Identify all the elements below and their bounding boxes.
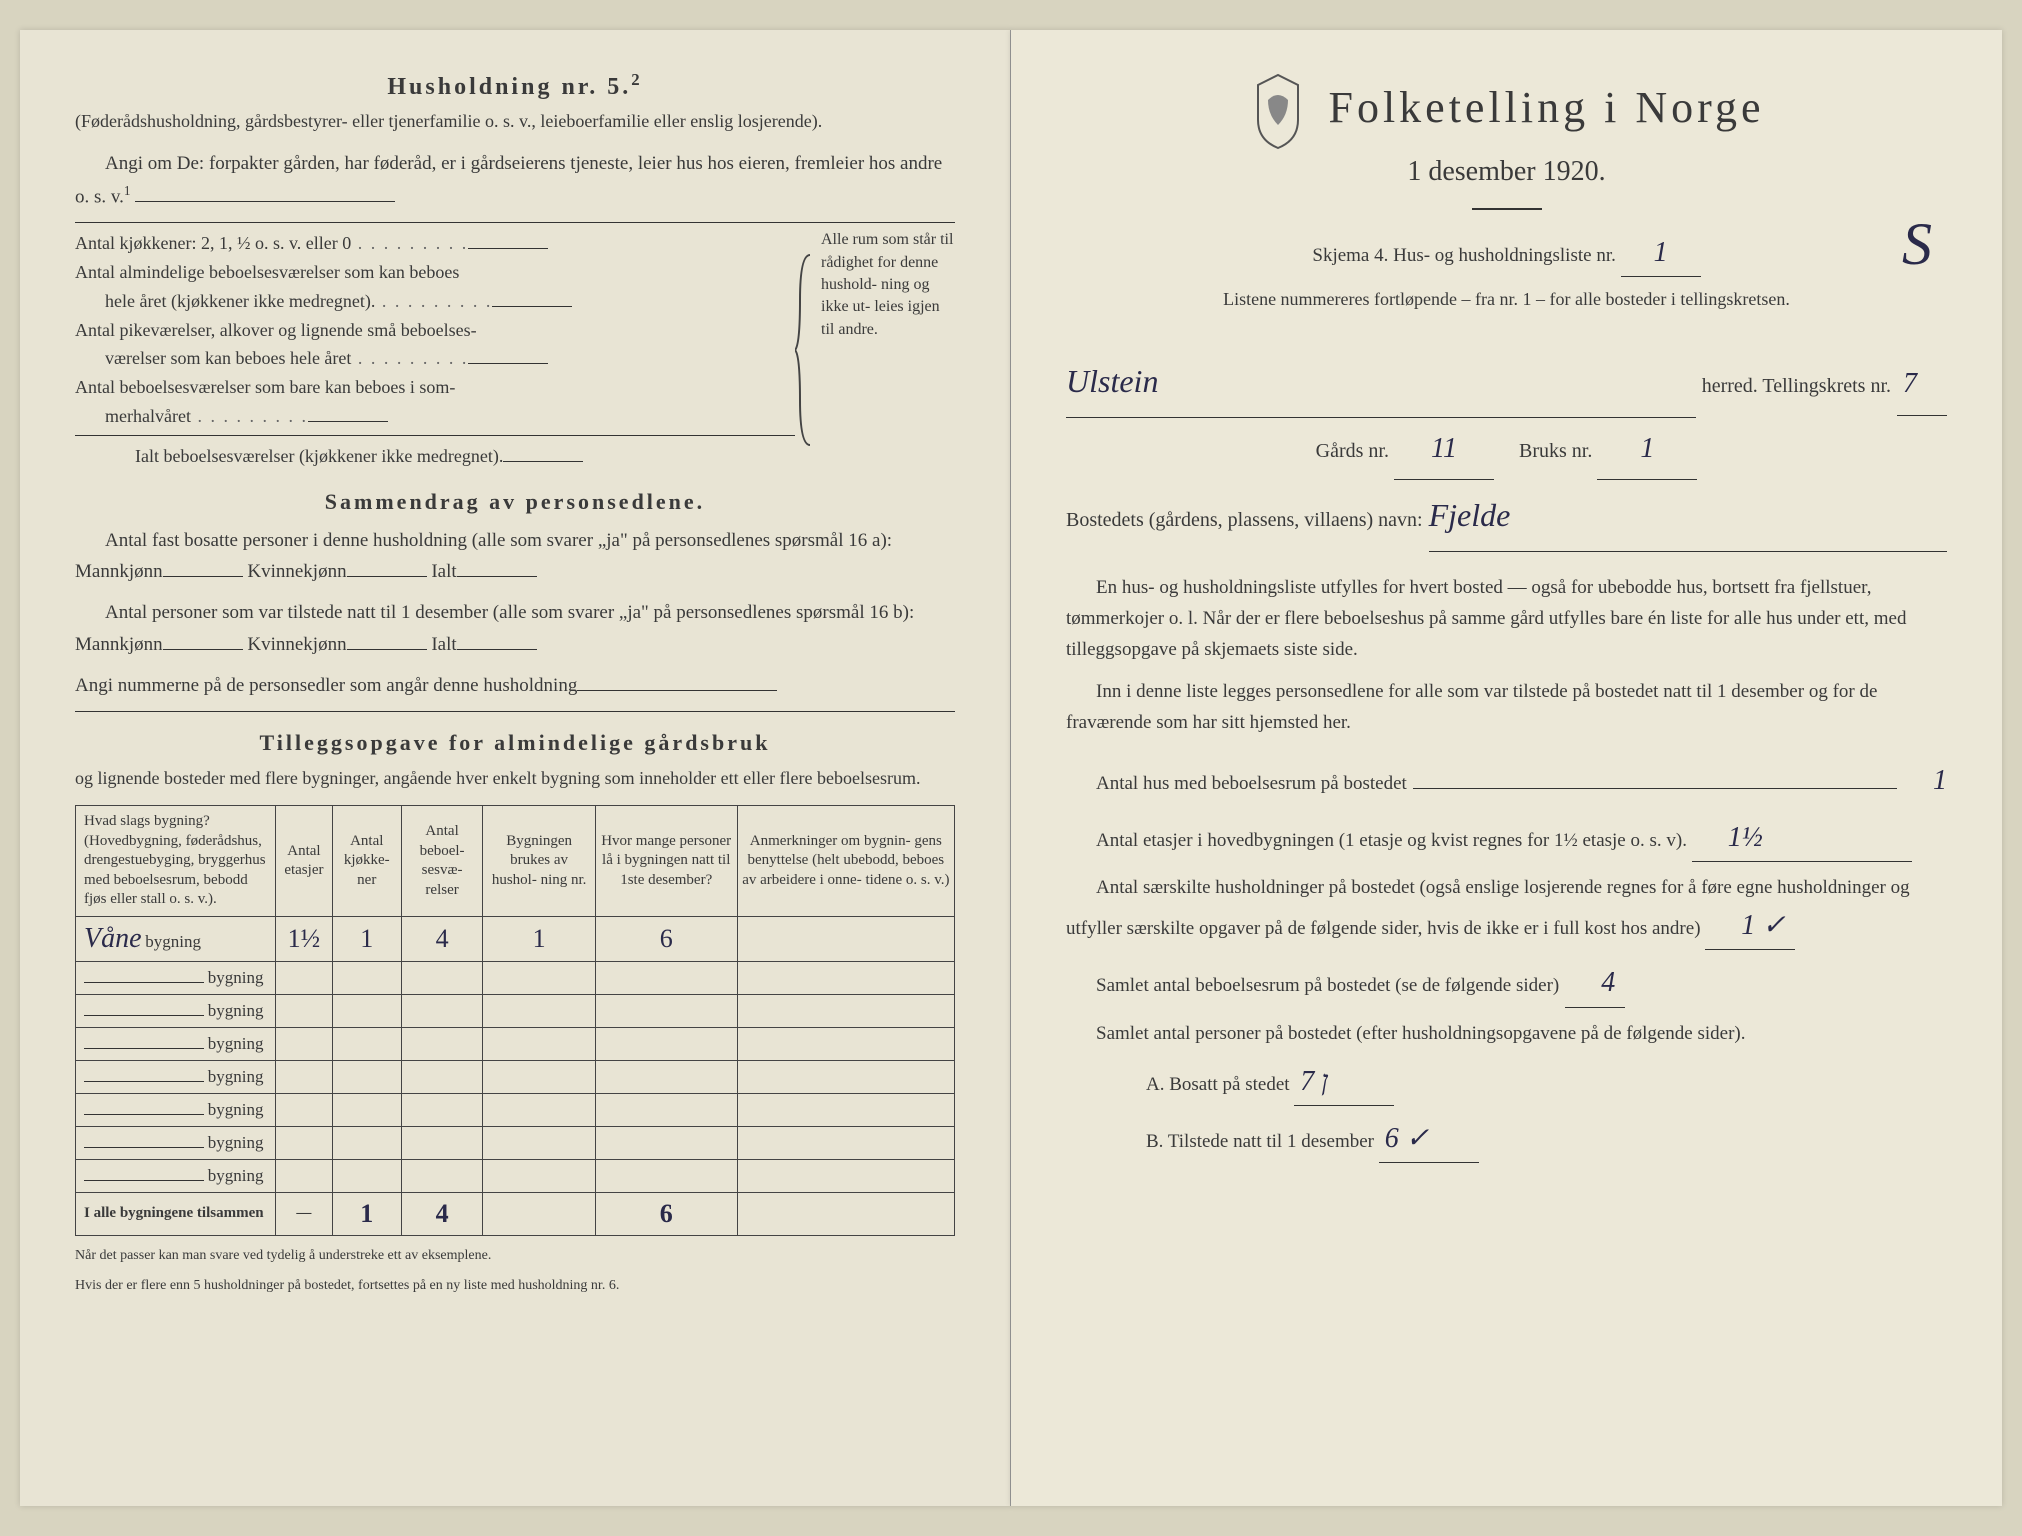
room-line: Antal kjøkkener: 2, 1, ½ o. s. v. eller … (75, 229, 795, 258)
table-row: bygning (76, 1159, 955, 1192)
table-total-row: I alle bygningene tilsammen — 1 4 6 (76, 1192, 955, 1235)
room-line: merhalvåret (75, 402, 795, 431)
table-header: Bygningen brukes av hushol- ning nr. (483, 806, 595, 917)
room-line: værelser som kan beboes hele året (75, 344, 795, 373)
skjema-line: Skjema 4. Hus- og husholdningsliste nr. … (1066, 230, 1947, 277)
qB: B. Tilstede natt til 1 desember 6 ✓ (1066, 1116, 1947, 1163)
listene-note: Listene nummereres fortløpende – fra nr.… (1066, 287, 1947, 312)
main-title: Folketelling i Norge (1328, 82, 1764, 133)
q3: Antal særskilte husholdninger på bostede… (1066, 872, 1947, 951)
q5: Samlet antal personer på bostedet (efter… (1066, 1018, 1947, 1049)
room-line: hele året (kjøkkener ikke medregnet). (75, 287, 795, 316)
qA: A. Bosatt på stedet 7 ן (1066, 1059, 1947, 1106)
right-page: S Folketelling i Norge 1 desember 1920. … (1011, 30, 2002, 1506)
herred-row: Ulstein herred. Tellingskrets nr. 7 (1066, 346, 1947, 417)
q4: Samlet antal beboelsesrum på bostedet (s… (1066, 960, 1947, 1007)
room-block: Antal kjøkkener: 2, 1, ½ o. s. v. eller … (75, 229, 955, 470)
handwritten-s: S (1902, 210, 1932, 279)
table-row: Våne bygning 1½ 1 4 1 6 (76, 916, 955, 961)
table-header: Hvad slags bygning? (Hovedbygning, føder… (76, 806, 276, 917)
q2: Antal etasjer i hovedbygningen (1 etasje… (1066, 815, 1947, 862)
q1: Antal hus med beboelsesrum på bostedet 1 (1066, 758, 1947, 804)
brace-icon (795, 229, 815, 470)
subtitle: 1 desember 1920. (1066, 156, 1947, 188)
summary-line-3: Angi nummerne på de personsedler som ang… (75, 670, 955, 701)
summary-line-2: Antal personer som var tilstede natt til… (75, 597, 955, 660)
bosted-row: Bostedets (gårdens, plassens, villaens) … (1066, 480, 1947, 551)
table-row: bygning (76, 994, 955, 1027)
para-2: Inn i denne liste legges personsedlene f… (1066, 676, 1947, 739)
table-row: bygning (76, 1060, 955, 1093)
tillegg-heading: Tilleggsopgave for almindelige gårdsbruk (75, 730, 955, 756)
table-header: Anmerkninger om bygnin- gens benyttelse … (737, 806, 954, 917)
household-heading: Husholdning nr. 5.2 (75, 70, 955, 101)
table-row: bygning (76, 1126, 955, 1159)
building-table: Hvad slags bygning? (Hovedbygning, føder… (75, 805, 955, 1236)
table-row: bygning (76, 1027, 955, 1060)
sub-note-2: Angi om De: forpakter gården, har føderå… (75, 148, 955, 212)
crest-icon (1248, 70, 1308, 150)
table-row: bygning (76, 1093, 955, 1126)
left-page: Husholdning nr. 5.2 (Føderådshusholdning… (20, 30, 1011, 1506)
summary-heading: Sammendrag av personsedlene. (75, 489, 955, 515)
table-header: Antal etasjer (276, 806, 333, 917)
para-1: En hus- og husholdningsliste utfylles fo… (1066, 572, 1947, 666)
table-header: Antal beboel- sesvæ- relser (401, 806, 483, 917)
room-line: Antal pikeværelser, alkover og lignende … (75, 316, 795, 345)
gard-row: Gårds nr. 11 Bruks nr. 1 (1066, 418, 1947, 481)
footnote-2: Hvis der er flere enn 5 husholdninger på… (75, 1276, 955, 1296)
table-header: Antal kjøkke- ner (332, 806, 401, 917)
footnote-1: Når det passer kan man svare ved tydelig… (75, 1246, 955, 1266)
summary-line-1: Antal fast bosatte personer i denne hush… (75, 525, 955, 588)
sub-note-1: (Føderådshusholdning, gårdsbestyrer- ell… (75, 109, 955, 134)
room-total: Ialt beboelsesværelser (kjøkkener ikke m… (75, 442, 795, 471)
room-line: Antal beboelsesværelser som bare kan beb… (75, 373, 795, 402)
table-row: bygning (76, 961, 955, 994)
tillegg-sub: og lignende bosteder med flere bygninger… (75, 766, 955, 791)
room-line: Antal almindelige beboelsesværelser som … (75, 258, 795, 287)
room-right-note: Alle rum som står til rådighet for denne… (815, 229, 955, 470)
table-header: Hvor mange personer lå i bygningen natt … (595, 806, 737, 917)
